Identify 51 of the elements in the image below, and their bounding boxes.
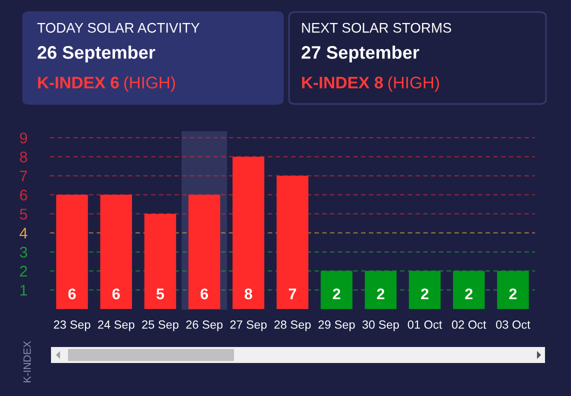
data-label: 2: [509, 288, 517, 300]
x-tick-label: 24 Sep: [98, 320, 134, 332]
x-tick-label: 25 Sep: [142, 320, 178, 332]
text: (HIGH): [124, 76, 175, 92]
text: (HIGH): [388, 76, 439, 92]
bar: [497, 270, 529, 309]
data-label: 5: [156, 288, 164, 300]
data-label: 2: [421, 288, 428, 300]
y-tick-label: 9: [20, 132, 28, 144]
bar: [144, 214, 176, 309]
y-tick-label: 4: [20, 228, 28, 238]
x-tick-label: 23 Sep: [54, 320, 90, 332]
data-label: 7: [288, 288, 296, 300]
x-tick-label: 01 Oct: [408, 320, 442, 329]
y-tick-label: 2: [20, 266, 28, 276]
x-tick-label: 28 Sep: [274, 320, 311, 332]
y-tick-label: 6: [20, 190, 28, 200]
data-label: 2: [376, 288, 384, 300]
x-tick-label: 29 Sep: [318, 320, 355, 332]
data-label: 6: [112, 288, 120, 300]
text: 27 September: [302, 46, 420, 62]
bar: [232, 156, 264, 309]
y-tick-label: 8: [20, 152, 28, 162]
y-tick-label: 1: [20, 284, 28, 296]
y-tick-label: 7: [20, 170, 28, 182]
x-tick-label: 03 Oct: [496, 320, 530, 329]
text: 26 September: [38, 46, 156, 62]
text: K-INDEX 6: [38, 76, 119, 88]
x-tick-label: 02 Oct: [452, 320, 486, 329]
x-tick-label: 27 Sep: [230, 320, 267, 332]
bar: [276, 176, 308, 309]
text: K-INDEX 8: [302, 76, 383, 88]
text: NEXT SOLAR STORMS: [302, 22, 452, 33]
bar: [100, 194, 132, 309]
bar: [56, 194, 88, 309]
bar: [452, 270, 485, 309]
data-label: 6: [200, 288, 208, 300]
y-tick-label: 5: [20, 208, 28, 220]
y-tick-label: 3: [20, 246, 28, 258]
bar: [320, 270, 352, 309]
x-tick-label: 26 Sep: [186, 320, 223, 332]
text: TODAY SOLAR ACTIVITY: [37, 22, 200, 33]
data-label: 8: [244, 288, 252, 300]
bar: [408, 270, 441, 309]
bar: [364, 270, 397, 309]
y-axis-title: K-INDEX: [24, 341, 31, 382]
x-tick-label: 30 Sep: [362, 320, 399, 332]
data-label: 6: [68, 288, 76, 300]
data-label: 2: [332, 288, 340, 300]
data-label: 2: [465, 288, 472, 300]
bar: [188, 194, 220, 309]
